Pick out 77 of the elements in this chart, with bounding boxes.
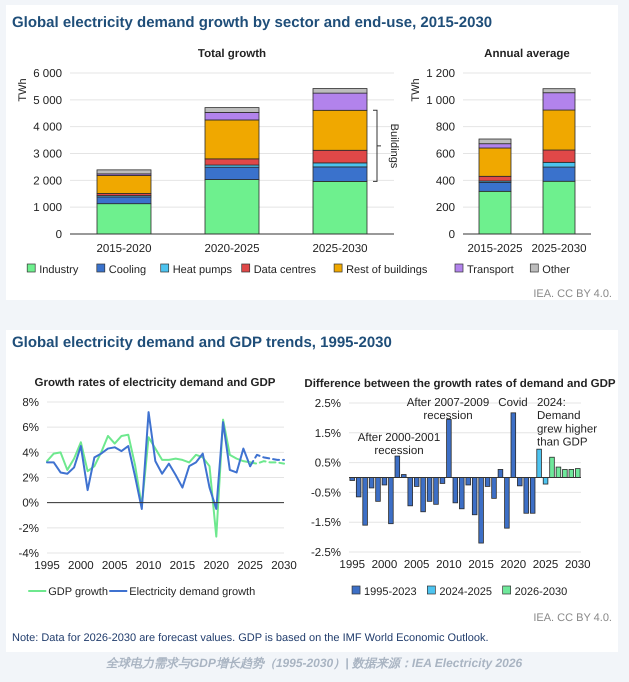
legend-label: Heat pumps — [172, 264, 233, 276]
y-tick-label: -0.5% — [310, 487, 341, 500]
y-tick-label: 200 — [436, 202, 455, 214]
annotation: After 2000-2001 recession — [358, 432, 440, 458]
y-tick-label: 3 000 — [33, 148, 62, 160]
y-tick-label: 800 — [436, 122, 455, 134]
text: IEA. CC BY 4.0. — [533, 612, 612, 624]
x-tick-label: 2020-2025 — [204, 243, 260, 255]
y-tick-label: 2.5% — [314, 398, 341, 410]
y-tick-label: 4 000 — [33, 122, 62, 134]
legend-label: GDP growth — [48, 586, 108, 598]
legend-label: Transport — [467, 264, 514, 276]
y-tick-label: 8% — [22, 397, 39, 409]
text: Global electricity demand growth by sector and end-use, 2015-2030 — [12, 14, 492, 31]
x-tick-label: 2005 — [102, 560, 128, 572]
x-tick-label: 2010 — [136, 560, 162, 572]
y-tick-label: 1.5% — [314, 428, 341, 440]
legend-label: 2024-2025 — [439, 586, 492, 598]
y-tick-label: -2% — [18, 522, 39, 535]
text: Note: Data for 2026-2030 are forecast values. GDP is based on the IMF World Economic Outlook. — [12, 632, 488, 644]
x-tick-label: 2015 — [170, 560, 196, 572]
annotation: Covid — [498, 397, 528, 409]
x-tick-label: 2025-2030 — [532, 243, 586, 255]
x-tick-label: 2020 — [203, 560, 230, 572]
x-tick-label: 2010 — [436, 559, 462, 571]
y-tick-label: -4% — [18, 548, 39, 560]
x-tick-label: 2015 — [468, 559, 494, 571]
x-tick-label: 2030 — [271, 560, 297, 572]
legend-label: Electricity demand growth — [129, 586, 256, 598]
y-tick-label: 0.5% — [314, 458, 341, 470]
y-tick-label: 2 000 — [33, 175, 62, 188]
y-tick-label: 0% — [22, 498, 39, 510]
legend-label: Cooling — [108, 264, 146, 276]
x-tick-label: 1995 — [34, 560, 60, 572]
y-tick-label: 600 — [436, 148, 455, 160]
y-tick-label: -1.5% — [310, 517, 341, 530]
chart-title: Growth rates of electricity demand and GDP — [34, 377, 276, 389]
x-tick-label: 2030 — [564, 559, 591, 571]
chart-title: Annual average — [484, 48, 570, 60]
legend-label: Other — [542, 264, 570, 276]
x-tick-label: 2020 — [500, 559, 526, 571]
x-tick-label: 2000 — [68, 560, 94, 572]
annotation: 2024: Demand grew higher than GDP — [537, 397, 598, 449]
x-tick-label: 2025 — [532, 559, 558, 571]
legend-label: Rest of buildings — [346, 264, 428, 276]
y-tick-label: 1 000 — [426, 94, 455, 107]
legend-label: 1995-2023 — [364, 586, 417, 598]
y-tick-label: 0 — [56, 229, 62, 241]
y-tick-label: 0 — [448, 229, 455, 241]
y-tick-label: -2.5% — [310, 547, 341, 559]
chart-title: Difference between the growth rates of demand and GDP — [304, 378, 616, 390]
x-tick-label: 2015-2025 — [468, 243, 522, 255]
y-tick-label: 1 000 — [33, 202, 62, 214]
y-axis-title: TWh — [17, 78, 29, 102]
text: Global electricity demand and GDP trends, 1995-2030 — [12, 334, 392, 351]
x-tick-label: 2015-2020 — [96, 243, 152, 255]
legend-label: Industry — [39, 264, 79, 276]
text: 全球电力需求与GDP增长趋势（1995-2030）| 数据来源：IEA Electricity 2026 — [106, 656, 523, 670]
x-tick-label: 2005 — [404, 559, 430, 571]
y-tick-label: 4% — [22, 447, 39, 460]
y-tick-label: 400 — [436, 175, 455, 188]
text: IEA. CC BY 4.0. — [533, 288, 612, 300]
chart-title: Total growth — [198, 48, 266, 60]
annotation: Buildings — [388, 124, 400, 169]
y-tick-label: 5 000 — [33, 94, 62, 107]
y-tick-label: 6% — [22, 422, 39, 434]
x-tick-label: 1995 — [339, 559, 366, 571]
annotation: After 2007-2009 recession — [406, 397, 490, 422]
legend-label: 2026-2030 — [514, 586, 568, 598]
legend-label: Data centres — [254, 264, 317, 276]
y-tick-label: 1 200 — [426, 68, 455, 80]
y-tick-label: 2% — [22, 472, 39, 484]
y-axis-title: TWh — [410, 78, 422, 102]
x-tick-label: 2025 — [237, 560, 263, 572]
x-tick-label: 2025-2030 — [312, 243, 368, 255]
y-tick-label: 6 000 — [33, 68, 62, 80]
x-tick-label: 2000 — [372, 559, 398, 571]
